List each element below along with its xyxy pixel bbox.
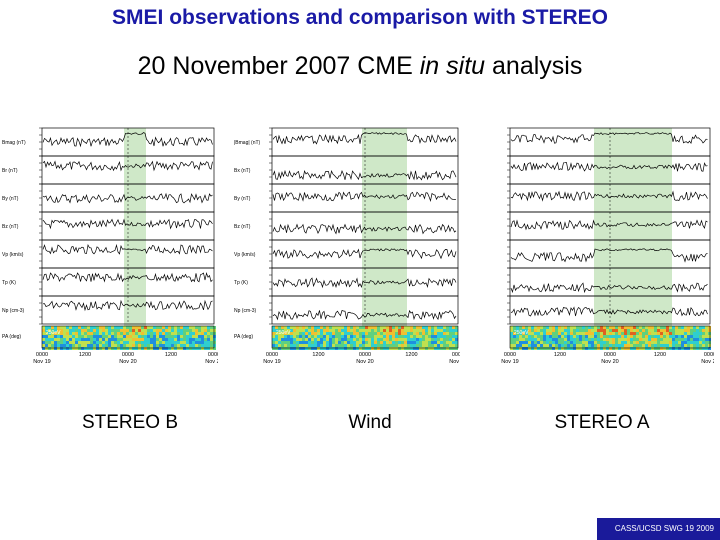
time-tick-date: Nov 21: [449, 359, 460, 365]
time-tick-date: Nov 21: [701, 359, 714, 365]
time-tick-label: 0000: [208, 352, 218, 358]
subtitle-pre: 20 November 2007 CME: [137, 52, 420, 80]
time-tick-label: 1200: [405, 352, 417, 358]
wind-label: Wind: [348, 412, 392, 433]
stereo-b-label: STEREO B: [81, 412, 179, 433]
row-label: Bmag (nT): [2, 140, 26, 146]
footer-credit: CASS/UCSD SWG 19 2009: [597, 518, 720, 540]
time-tick-label: 1200: [554, 352, 566, 358]
spectrogram-label: 250eV: [46, 330, 61, 336]
spectrogram-label: 250eV: [514, 330, 529, 336]
time-tick-label: 0000: [359, 352, 371, 358]
time-tick-label: 1200: [312, 352, 324, 358]
time-tick-date: Nov 20: [601, 359, 618, 365]
row-label: By (nT): [2, 196, 19, 202]
time-tick-date: Nov 19: [263, 359, 280, 365]
time-tick-label: 0000: [604, 352, 616, 358]
slide-subtitle: 20 November 2007 CME in situ analysis: [0, 52, 720, 81]
time-tick-date: Nov 19: [33, 359, 50, 365]
row-label: PA (deg): [2, 334, 21, 340]
row-label: Tp (K): [2, 280, 16, 286]
time-tick-label: 1200: [79, 352, 91, 358]
time-tick-date: Nov 21: [205, 359, 218, 365]
row-label: Bx (nT): [234, 168, 251, 174]
time-tick-date: Nov 20: [119, 359, 136, 365]
row-label: Tp (K): [234, 280, 248, 286]
time-tick-label: 0000: [266, 352, 278, 358]
time-tick-date: Nov 20: [356, 359, 373, 365]
time-tick-label: 0000: [504, 352, 516, 358]
row-label: Np (cm-3): [2, 308, 25, 314]
row-label: PA (deg): [234, 334, 253, 340]
in-situ-stacked-plot: Bmag (nT) Br (nT) By (nT) Bz (nT) Vp (km/s) T…: [2, 127, 218, 365]
cme-highlight-band: [124, 128, 146, 350]
wind-plot-panel: |Bmag| (nT) Bx (nT) By (nT) Bz (nT) Vp (km/s…: [232, 120, 460, 400]
row-label: Bz (nT): [234, 224, 251, 230]
row-label: Bz (nT): [2, 224, 19, 230]
time-tick-label: 0000: [452, 352, 460, 358]
row-label: Br (nT): [2, 168, 18, 174]
row-label: Vp (km/s): [2, 252, 24, 258]
spectrogram-label: 250eV: [276, 330, 291, 336]
cme-highlight-band: [362, 128, 407, 350]
stereo-a-label: STEREO A: [554, 412, 650, 433]
subtitle-post: analysis: [485, 52, 583, 80]
row-label: |Bmag| (nT): [234, 140, 261, 146]
in-situ-stacked-plot: |Bmag| (nT) Bx (nT) By (nT) Bz (nT) Vp (km/s…: [234, 127, 460, 365]
cme-highlight-band: [594, 128, 672, 350]
row-label: By (nT): [234, 196, 251, 202]
time-tick-label: 0000: [122, 352, 134, 358]
slide-title: SMEI observations and comparison with ST…: [112, 6, 608, 29]
stereo-b-plot-panel: Bmag (nT) Br (nT) By (nT) Bz (nT) Vp (km/s) T…: [0, 120, 218, 400]
time-tick-label: 1200: [165, 352, 177, 358]
time-tick-date: Nov 19: [501, 359, 518, 365]
time-tick-label: 1200: [654, 352, 666, 358]
row-label: Np (cm-3): [234, 308, 257, 314]
subtitle-italic: in situ: [419, 52, 486, 80]
time-tick-label: 0000: [36, 352, 48, 358]
time-tick-label: 0000: [704, 352, 714, 358]
row-label: Vp (km/s): [234, 252, 256, 258]
